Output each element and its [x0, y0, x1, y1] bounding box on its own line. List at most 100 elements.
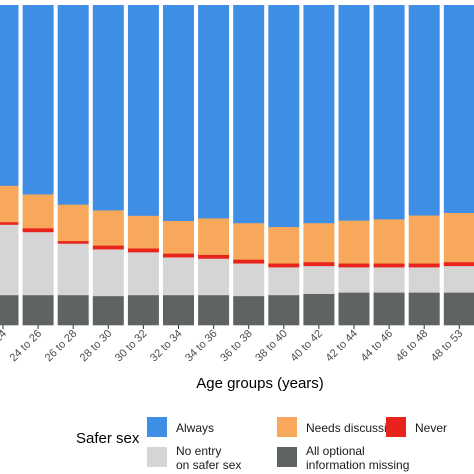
x-tick-label-0: 24	[0, 328, 9, 345]
bar-segment-never-48-to-53	[443, 261, 474, 267]
x-tick-label-4: 30 to 32	[113, 328, 150, 365]
bar-segment-all-optional-information-missing-24-to-26	[22, 294, 54, 326]
bar-segment-always-24-to-26	[22, 5, 54, 195]
legend-label-all-optional-information-missing-line-2: information missing	[306, 458, 409, 472]
x-tick-label-12: 46 to 48	[394, 328, 431, 365]
bar-segment-never-44-to-46	[373, 263, 405, 268]
x-tick-label-2: 26 to 28	[43, 328, 80, 365]
bar-segment-never-40-to-42	[303, 261, 335, 267]
legend-title: Safer sex	[76, 430, 140, 447]
legend-swatch-needs-discussion	[277, 417, 297, 437]
bar-segment-needs-discussion-44-to-46	[373, 219, 405, 264]
bar-segment-all-optional-information-missing-32-to-34	[163, 294, 194, 326]
bar-segment-always-48-to-53	[443, 5, 474, 213]
legend-label-all-optional-information-missing-line-1: All optional	[306, 444, 365, 458]
bar-segment-needs-discussion-34-to-36	[198, 218, 230, 255]
legend-label-never: Never	[415, 421, 447, 435]
x-tick-label-5: 32 to 34	[148, 328, 185, 365]
bar-segment-needs-discussion-38-to-40	[268, 226, 300, 264]
bar-segment-always-40-to-42	[303, 5, 335, 224]
bar-segment-no-entry-on-safer-sex-38-to-40	[268, 267, 300, 296]
bar-segment-no-entry-on-safer-sex-24-to-26	[22, 231, 54, 296]
bar-segment-never-34-to-36	[198, 254, 230, 259]
x-tick-label-11: 44 to 46	[359, 328, 396, 365]
bar-segment-needs-discussion-48-to-53	[443, 212, 474, 263]
bar-segment-always-26-to-28	[57, 5, 89, 205]
bar-segment-needs-discussion-28-to-30	[92, 210, 124, 246]
bar-segment-no-entry-on-safer-sex-42-to-44	[338, 267, 370, 293]
bar-segment-never-30-to-32	[127, 248, 159, 253]
bar-segment-needs-discussion-42-to-44	[338, 220, 370, 264]
bar-segment-never-22-to-24	[0, 221, 19, 225]
bar-segment-all-optional-information-missing-42-to-44	[338, 292, 370, 326]
x-axis-ticks	[2, 325, 460, 329]
bar-segment-needs-discussion-36-to-38	[233, 222, 265, 260]
legend-label-always: Always	[176, 421, 214, 435]
bar-segment-never-32-to-34	[163, 253, 194, 258]
bar-segment-never-42-to-44	[338, 263, 370, 268]
bar-segment-always-30-to-32	[127, 5, 159, 216]
bar-segment-no-entry-on-safer-sex-26-to-28	[57, 243, 89, 296]
bar-segment-never-24-to-26	[22, 228, 54, 233]
bar-segment-all-optional-information-missing-28-to-30	[92, 295, 124, 326]
bar-segment-needs-discussion-24-to-26	[22, 194, 54, 229]
x-tick-label-1: 24 to 26	[8, 328, 45, 365]
bar-segment-no-entry-on-safer-sex-32-to-34	[163, 257, 194, 296]
x-tick-label-8: 38 to 40	[253, 328, 290, 365]
legend-label-needs-discussion: Needs discussion	[306, 421, 400, 435]
x-tick-label-7: 36 to 38	[218, 328, 255, 365]
bar-segment-needs-discussion-46-to-48	[408, 215, 440, 264]
bar-segment-all-optional-information-missing-48-to-53	[443, 292, 474, 326]
bar-segment-all-optional-information-missing-26-to-28	[57, 294, 89, 326]
legend-swatch-all-optional-information-missing	[277, 447, 297, 467]
bar-segment-all-optional-information-missing-38-to-40	[268, 294, 300, 326]
bar-segment-no-entry-on-safer-sex-28-to-30	[92, 249, 124, 297]
x-tick-label-3: 28 to 30	[78, 328, 115, 365]
bar-segment-always-36-to-38	[233, 5, 265, 224]
bar-segment-no-entry-on-safer-sex-22-to-24	[0, 224, 19, 296]
bars-layer	[0, 5, 474, 326]
bar-segment-all-optional-information-missing-44-to-46	[373, 292, 405, 326]
bar-segment-always-44-to-46	[373, 5, 405, 220]
bar-segment-always-32-to-34	[163, 5, 194, 221]
x-tick-label-13: 48 to 53	[429, 328, 466, 365]
x-tick-label-6: 34 to 36	[183, 328, 220, 365]
bar-segment-all-optional-information-missing-34-to-36	[198, 294, 230, 326]
bar-segment-needs-discussion-26-to-28	[57, 204, 89, 242]
x-tick-label-10: 42 to 44	[324, 328, 361, 365]
bar-segment-no-entry-on-safer-sex-34-to-36	[198, 258, 230, 296]
bar-segment-no-entry-on-safer-sex-48-to-53	[443, 265, 474, 293]
bar-segment-no-entry-on-safer-sex-46-to-48	[408, 267, 440, 293]
bar-segment-all-optional-information-missing-22-to-24	[0, 294, 19, 326]
bar-segment-always-38-to-40	[268, 5, 300, 228]
legend-swatch-never	[386, 417, 406, 437]
bar-segment-no-entry-on-safer-sex-30-to-32	[127, 252, 159, 296]
x-tick-label-9: 40 to 42	[288, 328, 325, 365]
legend-swatch-always	[147, 417, 167, 437]
legend-swatch-no-entry-on-safer-sex	[147, 447, 167, 467]
bar-segment-always-46-to-48	[408, 5, 440, 216]
bar-segment-always-42-to-44	[338, 5, 370, 221]
legend-label-no-entry-on-safer-sex-line-2: on safer sex	[176, 458, 241, 472]
x-axis-title: Age groups (years)	[196, 375, 324, 392]
bar-segment-never-36-to-38	[233, 259, 265, 264]
bar-segment-no-entry-on-safer-sex-36-to-38	[233, 263, 265, 297]
bar-segment-no-entry-on-safer-sex-44-to-46	[373, 267, 405, 293]
bar-segment-needs-discussion-40-to-42	[303, 222, 335, 263]
bar-segment-never-46-to-48	[408, 263, 440, 268]
legend-label-no-entry-on-safer-sex-line-1: No entry	[176, 444, 221, 458]
bar-segment-needs-discussion-32-to-34	[163, 220, 194, 254]
bar-segment-always-28-to-30	[92, 5, 124, 211]
bar-segment-never-26-to-28	[57, 240, 89, 244]
bar-segment-always-22-to-24	[0, 5, 19, 186]
bar-segment-never-28-to-30	[92, 245, 124, 250]
bar-segment-never-38-to-40	[268, 263, 300, 268]
bar-segment-always-34-to-36	[198, 5, 230, 219]
bar-segment-needs-discussion-30-to-32	[127, 215, 159, 249]
bar-segment-all-optional-information-missing-30-to-32	[127, 294, 159, 326]
legend: Safer sex Always Needs discussion Never No …	[76, 417, 447, 472]
bar-segment-all-optional-information-missing-36-to-38	[233, 295, 265, 326]
